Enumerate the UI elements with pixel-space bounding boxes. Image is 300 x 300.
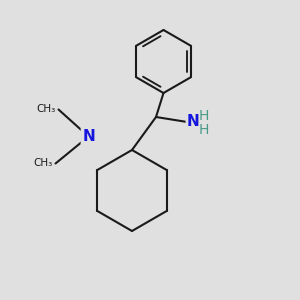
Text: N: N	[82, 129, 95, 144]
Text: H: H	[198, 123, 208, 136]
Text: CH₃: CH₃	[36, 104, 56, 115]
Text: CH₃: CH₃	[33, 158, 52, 169]
Text: H: H	[198, 109, 208, 122]
Text: N: N	[187, 114, 200, 129]
